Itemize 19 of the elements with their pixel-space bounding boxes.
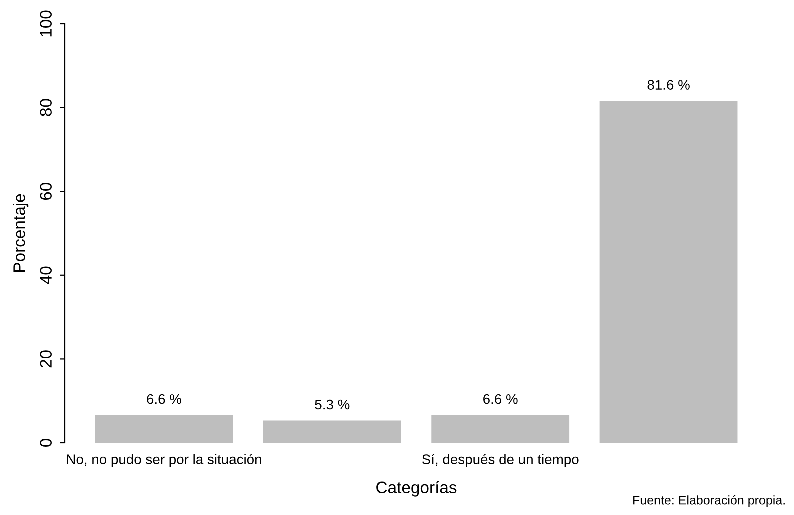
bar	[263, 420, 402, 443]
x-tick-label: Sí, después de un tiempo	[422, 454, 579, 468]
y-tick-label: 60	[40, 182, 52, 200]
y-tick-label: 0	[40, 439, 52, 447]
bar	[432, 415, 570, 443]
data-label: 6.6 %	[147, 394, 182, 404]
x-tick-label: No, no pudo ser por la situación	[67, 454, 262, 468]
bar	[95, 415, 234, 443]
y-tick-label: 40	[40, 266, 52, 284]
data-label: 81.6 %	[648, 80, 690, 90]
y-tick-label: 80	[40, 99, 52, 116]
y-tick-label: 20	[40, 350, 52, 368]
source-note: Fuente: Elaboración propia.	[634, 495, 785, 508]
y-tick-label: 100	[40, 10, 52, 37]
data-label: 6.6 %	[484, 394, 518, 404]
x-axis-title: Categorías	[376, 481, 457, 497]
bar	[600, 101, 738, 443]
y-axis-title: Porcentaje	[13, 194, 29, 272]
data-label: 5.3 %	[315, 400, 350, 410]
